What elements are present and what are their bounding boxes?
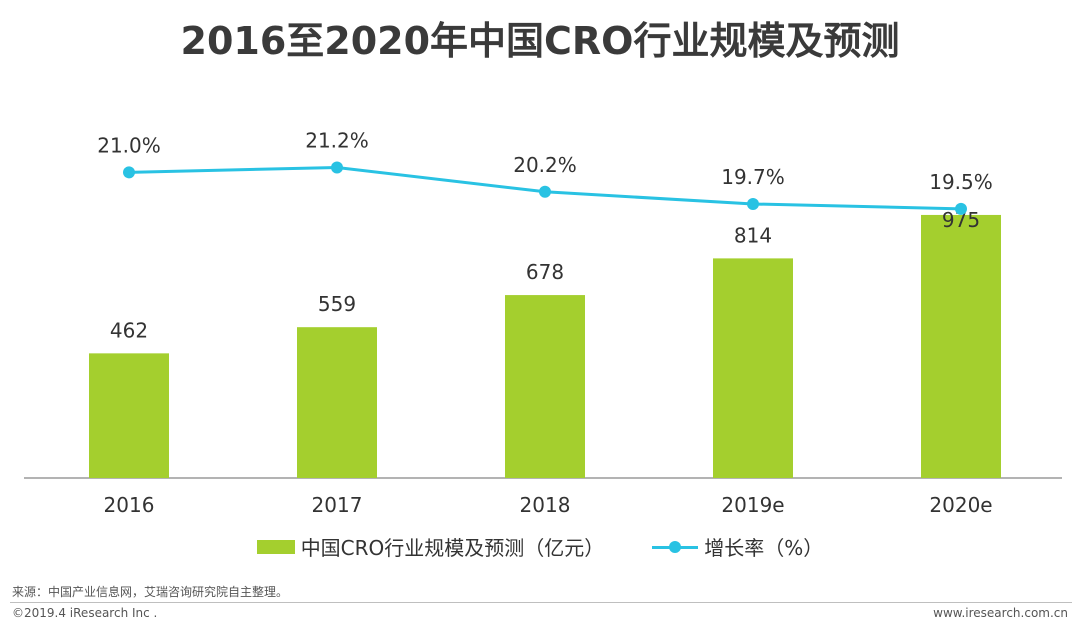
legend-bar-swatch bbox=[256, 539, 295, 554]
website-text: www.iresearch.com.cn bbox=[933, 606, 1068, 620]
growth-point-2020e bbox=[955, 202, 967, 215]
bar-label-2016: 462 bbox=[110, 318, 148, 342]
legend-item-market-size: 中国CRO行业规模及预测（亿元） bbox=[256, 532, 605, 561]
bar-2018 bbox=[505, 295, 585, 478]
growth-label-2018: 20.2% bbox=[513, 153, 577, 177]
growth-point-2017 bbox=[331, 161, 343, 174]
bar-2017 bbox=[297, 327, 377, 478]
bar-2019e bbox=[713, 258, 793, 478]
bar-label-2018: 678 bbox=[526, 260, 564, 284]
legend-label-growth-rate: 增长率（%） bbox=[704, 536, 824, 560]
growth-point-2016 bbox=[123, 166, 135, 179]
x-tick-2020e: 2020e bbox=[929, 493, 992, 517]
growth-point-2019e bbox=[747, 197, 759, 210]
chart-legend: 中国CRO行业规模及预测（亿元） 增长率（%） bbox=[0, 532, 1080, 561]
legend-line-swatch bbox=[652, 540, 699, 554]
copyright-text: ©2019.4 iResearch Inc . bbox=[12, 606, 158, 620]
x-tick-2019e: 2019e bbox=[721, 493, 784, 517]
x-tick-2018: 2018 bbox=[520, 493, 571, 517]
legend-item-growth-rate: 增长率（%） bbox=[652, 532, 823, 561]
x-tick-2017: 2017 bbox=[312, 493, 363, 517]
legend-label-market-size: 中国CRO行业规模及预测（亿元） bbox=[300, 536, 605, 560]
bar-2016 bbox=[89, 353, 169, 478]
bar-label-2017: 559 bbox=[318, 292, 356, 316]
growth-point-2018 bbox=[539, 185, 551, 198]
growth-label-2019e: 19.7% bbox=[721, 165, 785, 189]
bar-2020e bbox=[921, 214, 1001, 478]
footer-divider bbox=[10, 602, 1072, 603]
bar-label-2019e: 814 bbox=[734, 223, 772, 247]
growth-label-2016: 21.0% bbox=[97, 133, 161, 157]
growth-label-2020e: 19.5% bbox=[929, 170, 993, 194]
source-note: 来源：中国产业信息网，艾瑞咨询研究院自主整理。 bbox=[12, 585, 289, 599]
chart-plot: 4622016559201767820188142019e9752020e21.… bbox=[24, 128, 1062, 517]
chart-title: 2016至2020年中国CRO行业规模及预测 bbox=[180, 19, 900, 63]
growth-label-2017: 21.2% bbox=[305, 128, 369, 152]
x-tick-2016: 2016 bbox=[104, 493, 155, 517]
